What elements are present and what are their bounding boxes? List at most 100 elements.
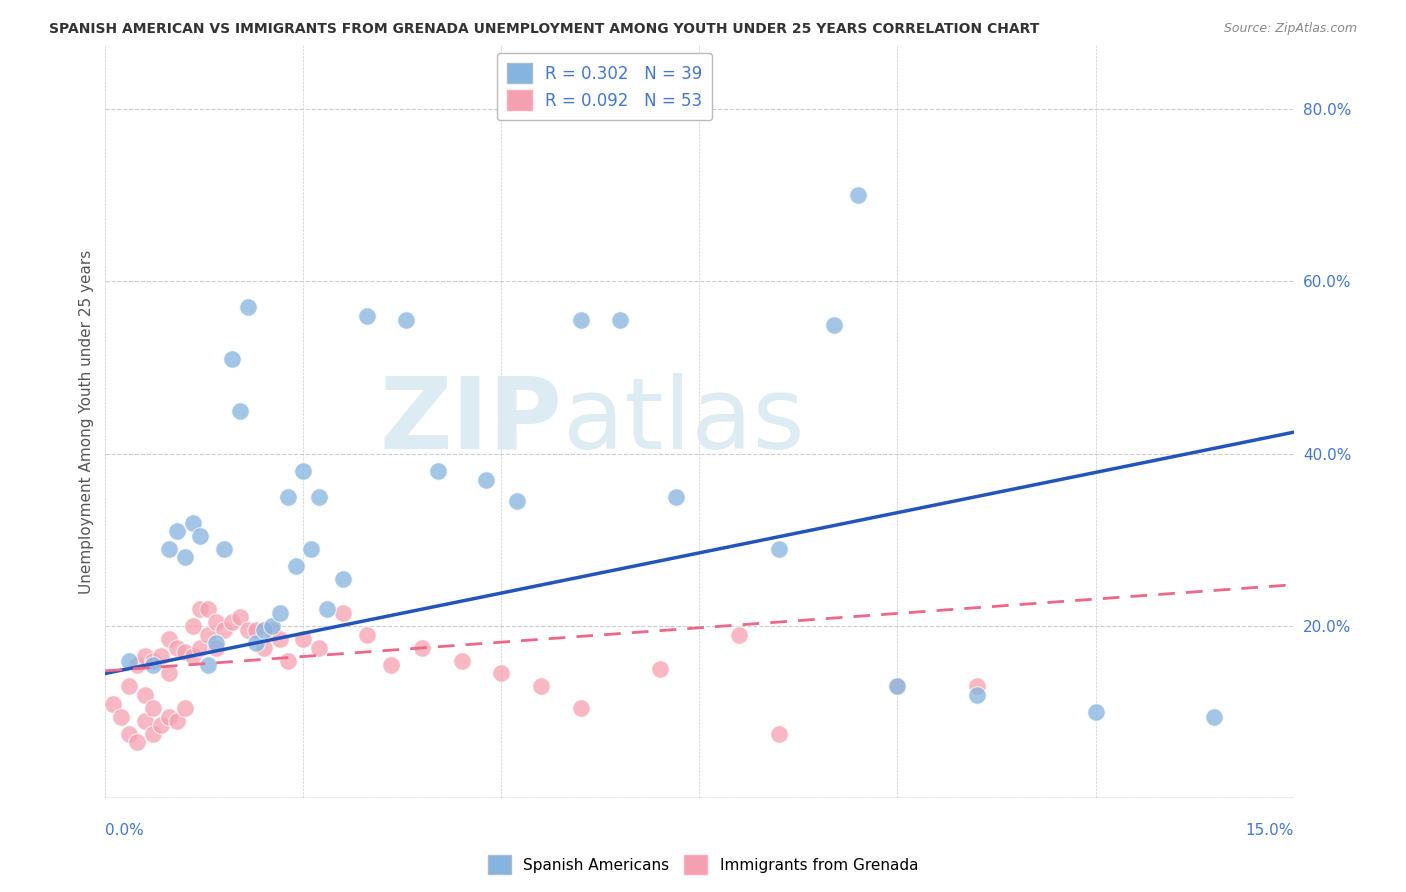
Point <box>269 632 291 646</box>
Point <box>966 679 988 693</box>
Text: 15.0%: 15.0% <box>1246 822 1294 838</box>
Point <box>205 640 228 655</box>
Point <box>427 464 450 478</box>
Point <box>181 516 204 530</box>
Point <box>221 351 243 366</box>
Text: SPANISH AMERICAN VS IMMIGRANTS FROM GRENADA UNEMPLOYMENT AMONG YOUTH UNDER 25 YE: SPANISH AMERICAN VS IMMIGRANTS FROM GREN… <box>49 22 1039 37</box>
Legend: Spanish Americans, Immigrants from Grenada: Spanish Americans, Immigrants from Grena… <box>482 849 924 880</box>
Point <box>506 494 529 508</box>
Point <box>127 735 149 749</box>
Text: Source: ZipAtlas.com: Source: ZipAtlas.com <box>1223 22 1357 36</box>
Point <box>491 666 513 681</box>
Point <box>292 632 315 646</box>
Point <box>197 628 219 642</box>
Point <box>118 653 141 667</box>
Point <box>308 490 330 504</box>
Text: atlas: atlas <box>562 373 804 470</box>
Point <box>823 318 845 332</box>
Point <box>181 619 204 633</box>
Point <box>214 624 236 638</box>
Point <box>253 640 276 655</box>
Point <box>157 666 180 681</box>
Point <box>127 657 149 672</box>
Point <box>229 403 252 417</box>
Point <box>260 624 283 638</box>
Point <box>166 714 188 728</box>
Point <box>197 602 219 616</box>
Point <box>316 602 339 616</box>
Point <box>332 572 354 586</box>
Point <box>846 188 869 202</box>
Point <box>292 464 315 478</box>
Point <box>728 628 751 642</box>
Point <box>134 688 156 702</box>
Point <box>332 606 354 620</box>
Point <box>253 624 276 638</box>
Point <box>966 688 988 702</box>
Point <box>110 709 132 723</box>
Point <box>277 490 299 504</box>
Point <box>569 701 592 715</box>
Point <box>1084 705 1107 719</box>
Point <box>648 662 671 676</box>
Point <box>474 473 496 487</box>
Point <box>134 649 156 664</box>
Point <box>299 541 322 556</box>
Point <box>173 550 195 565</box>
Text: ZIP: ZIP <box>380 373 562 470</box>
Point <box>665 490 688 504</box>
Point <box>269 606 291 620</box>
Point <box>181 649 204 664</box>
Point <box>190 602 212 616</box>
Point <box>103 697 125 711</box>
Point <box>308 640 330 655</box>
Point <box>236 301 259 315</box>
Point <box>277 653 299 667</box>
Point <box>768 727 790 741</box>
Point <box>118 727 141 741</box>
Point <box>530 679 553 693</box>
Text: 0.0%: 0.0% <box>105 822 145 838</box>
Point <box>157 541 180 556</box>
Point <box>245 636 267 650</box>
Point <box>768 541 790 556</box>
Point <box>205 636 228 650</box>
Point <box>190 528 212 542</box>
Y-axis label: Unemployment Among Youth under 25 years: Unemployment Among Youth under 25 years <box>79 250 94 593</box>
Point <box>205 615 228 629</box>
Point <box>236 624 259 638</box>
Point <box>149 649 172 664</box>
Point <box>1204 709 1226 723</box>
Point <box>197 657 219 672</box>
Point <box>142 727 165 741</box>
Point <box>214 541 236 556</box>
Point <box>569 313 592 327</box>
Point <box>134 714 156 728</box>
Point <box>221 615 243 629</box>
Point <box>260 619 283 633</box>
Point <box>166 640 188 655</box>
Point <box>118 679 141 693</box>
Point <box>395 313 418 327</box>
Point <box>411 640 433 655</box>
Point <box>173 701 195 715</box>
Point <box>157 709 180 723</box>
Point <box>142 653 165 667</box>
Point <box>142 657 165 672</box>
Point <box>886 679 908 693</box>
Point <box>142 701 165 715</box>
Point <box>245 624 267 638</box>
Point <box>229 610 252 624</box>
Point <box>149 718 172 732</box>
Point <box>380 657 402 672</box>
Point <box>886 679 908 693</box>
Point <box>166 524 188 539</box>
Point <box>173 645 195 659</box>
Point <box>609 313 631 327</box>
Point <box>157 632 180 646</box>
Legend: R = 0.302   N = 39, R = 0.092   N = 53: R = 0.302 N = 39, R = 0.092 N = 53 <box>496 53 713 120</box>
Point <box>284 558 307 573</box>
Point <box>190 640 212 655</box>
Point <box>356 309 378 323</box>
Point <box>356 628 378 642</box>
